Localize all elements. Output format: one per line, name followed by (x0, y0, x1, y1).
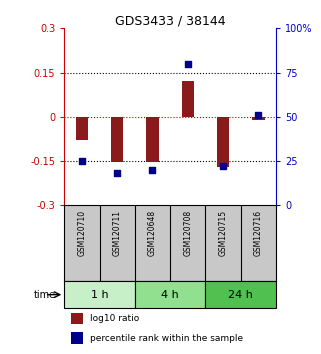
Text: GSM120648: GSM120648 (148, 210, 157, 256)
Title: GDS3433 / 38144: GDS3433 / 38144 (115, 14, 225, 27)
Text: GSM120711: GSM120711 (113, 210, 122, 256)
Bar (71, 313, 83, 324)
Text: GSM120715: GSM120715 (219, 210, 228, 256)
Bar (205, 281, 276, 308)
Text: 4 h: 4 h (161, 290, 179, 300)
Text: GSM120716: GSM120716 (254, 210, 263, 256)
Point (115, 171, 120, 176)
Text: percentile rank within the sample: percentile rank within the sample (90, 334, 243, 343)
Bar (182, 81, 194, 117)
Bar (71, 332, 83, 344)
Bar (64, 281, 135, 308)
Text: GSM120710: GSM120710 (77, 210, 86, 256)
Text: 1 h: 1 h (91, 290, 108, 300)
Bar (111, 117, 123, 162)
Bar (76, 117, 88, 140)
Point (256, 112, 261, 118)
Point (79, 158, 84, 164)
Bar (135, 281, 205, 308)
Point (150, 167, 155, 173)
Point (221, 164, 226, 169)
Text: 24 h: 24 h (228, 290, 253, 300)
Text: log10 ratio: log10 ratio (90, 314, 139, 323)
Bar (217, 117, 229, 167)
Text: time: time (34, 290, 56, 300)
Bar (252, 117, 265, 120)
Text: GSM120708: GSM120708 (183, 210, 192, 256)
Point (185, 61, 190, 67)
Bar (146, 117, 159, 162)
